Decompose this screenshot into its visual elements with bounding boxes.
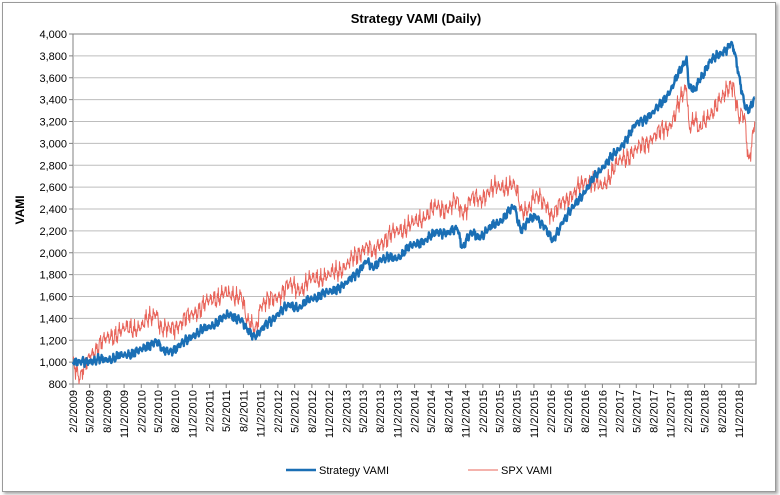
x-tick-label: 8/2/2013 (375, 390, 387, 433)
x-tick-label: 2/2/2016 (546, 390, 558, 433)
x-tick-label: 11/2/2016 (597, 390, 609, 438)
x-tick-label: 5/2/2012 (290, 390, 302, 433)
y-tick-label: 4,000 (39, 29, 67, 41)
x-tick-label: 8/2/2016 (580, 390, 592, 433)
x-tick-label: 5/2/2017 (631, 390, 643, 433)
x-tick-label: 5/2/2009 (85, 390, 97, 433)
y-tick-label: 2,000 (39, 248, 67, 260)
x-tick-label: 8/2/2017 (648, 390, 660, 433)
x-tick-label: 5/2/2016 (563, 390, 575, 433)
y-tick-label: 2,400 (39, 204, 67, 216)
y-tick-label: 1,000 (39, 357, 67, 369)
y-tick-label: 1,800 (39, 270, 67, 282)
x-tick-label: 11/2/2017 (666, 390, 678, 438)
y-tick-label: 3,000 (39, 138, 67, 150)
x-tick-label: 11/2/2010 (187, 390, 199, 438)
x-tick-label: 8/2/2011 (238, 390, 250, 432)
chart-title: Strategy VAMI (Daily) (351, 11, 482, 26)
x-tick-label: 5/2/2018 (700, 390, 712, 433)
x-tick-label: 2/2/2018 (683, 390, 695, 433)
x-tick-label: 8/2/2015 (512, 390, 524, 433)
x-tick-label: 8/2/2012 (307, 390, 319, 433)
y-tick-label: 1,400 (39, 313, 67, 325)
x-tick-label: 2/2/2012 (273, 390, 285, 433)
x-tick-label: 2/2/2010 (136, 390, 148, 433)
x-tick-label: 11/2/2014 (461, 390, 473, 438)
gridlines (73, 55, 756, 363)
y-tick-label: 3,600 (39, 73, 67, 85)
x-tick-label: 11/2/2013 (392, 390, 404, 438)
x-tick-label: 11/2/2012 (324, 390, 336, 438)
x-tick-label: 2/2/2017 (615, 390, 627, 433)
legend: Strategy VAMI SPX VAMI (286, 465, 552, 477)
y-tick-label: 2,600 (39, 182, 67, 194)
y-tick-label: 3,200 (39, 117, 67, 129)
x-tick-label: 8/2/2010 (170, 390, 182, 433)
x-tick-label: 2/2/2009 (68, 390, 80, 433)
y-tick-label: 1,600 (39, 292, 67, 304)
y-axis-ticks: 800 1,000 1,200 1,400 1,600 1,800 2,000 2,200 2,… (39, 29, 73, 391)
x-axis-ticks: 2/2/2009 5/2/2009 8/2/2009 11/2/2009 2/2/201… (68, 384, 746, 438)
x-tick-label: 5/2/2011 (221, 390, 233, 432)
y-tick-label: 3,800 (39, 51, 67, 63)
x-tick-label: 2/2/2014 (410, 390, 422, 433)
x-tick-label: 2/2/2011 (205, 390, 217, 432)
y-tick-label: 800 (49, 379, 67, 391)
series-layer (71, 40, 756, 385)
x-tick-label: 5/2/2010 (153, 390, 165, 433)
x-tick-label: 8/2/2018 (717, 390, 729, 433)
x-tick-label: 11/2/2018 (734, 390, 746, 438)
series-line-strategy (71, 40, 756, 368)
legend-label-strategy: Strategy VAMI (319, 465, 389, 477)
x-tick-label: 11/2/2011 (256, 390, 268, 437)
y-tick-label: 1,200 (39, 335, 67, 347)
legend-label-spx: SPX VAMI (501, 465, 552, 477)
series-line-spx (72, 80, 756, 385)
y-tick-label: 2,800 (39, 160, 67, 172)
x-tick-label: 2/2/2013 (341, 390, 353, 433)
x-tick-label: 5/2/2014 (426, 390, 438, 433)
x-tick-label: 11/2/2009 (119, 390, 131, 438)
x-tick-label: 8/2/2009 (102, 390, 114, 433)
x-tick-label: 5/2/2013 (358, 390, 370, 433)
y-tick-label: 3,400 (39, 95, 67, 107)
y-axis-title: VAMI (13, 195, 27, 224)
x-tick-label: 5/2/2015 (495, 390, 507, 433)
y-tick-label: 2,200 (39, 226, 67, 238)
x-tick-label: 11/2/2015 (529, 390, 541, 438)
x-tick-label: 2/2/2015 (478, 390, 490, 433)
x-tick-label: 8/2/2014 (443, 390, 455, 433)
